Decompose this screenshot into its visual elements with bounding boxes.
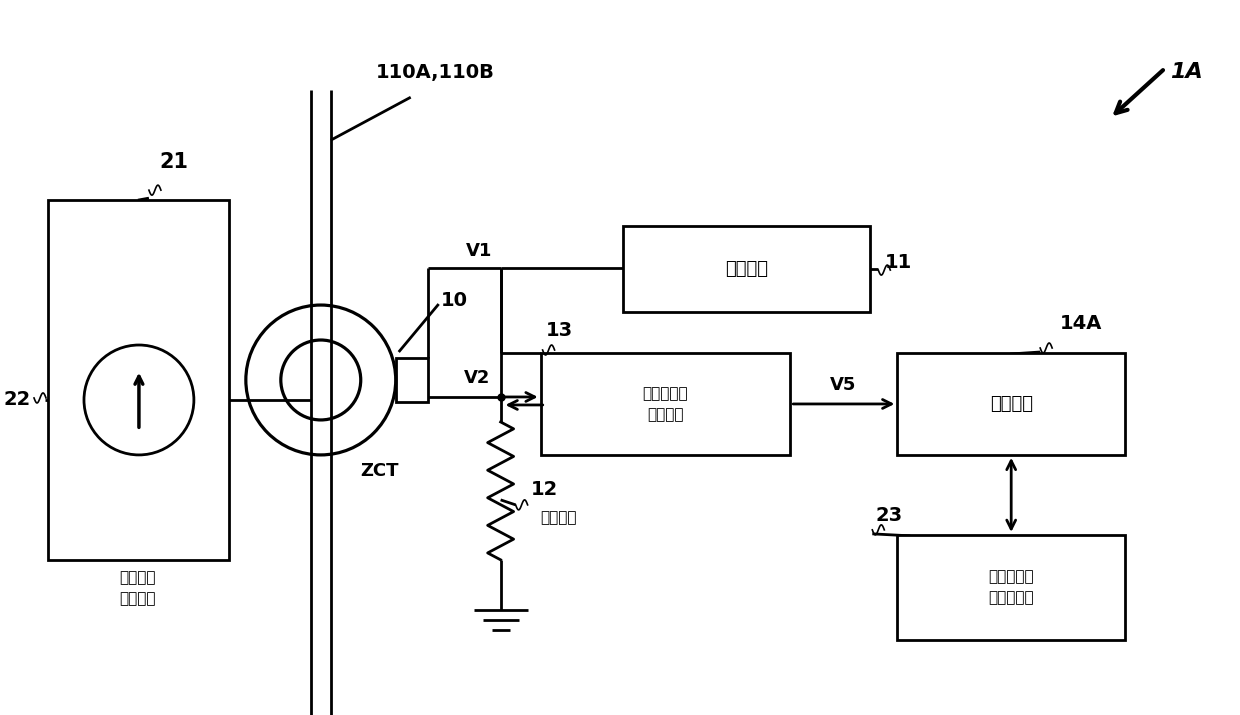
Bar bbox=[622, 226, 870, 312]
Text: 控制电路: 控制电路 bbox=[990, 395, 1033, 413]
Text: ZCT: ZCT bbox=[361, 462, 399, 480]
Text: 11: 11 bbox=[885, 252, 913, 272]
Text: 12: 12 bbox=[531, 480, 558, 499]
Text: 偏移电流
产生电路: 偏移电流 产生电路 bbox=[120, 570, 156, 606]
Text: 22: 22 bbox=[4, 390, 31, 410]
Text: V2: V2 bbox=[464, 369, 491, 387]
Bar bbox=[898, 353, 1125, 455]
Text: 14A: 14A bbox=[1060, 314, 1102, 333]
Text: 比较电压値
生成电路: 比较电压値 生成电路 bbox=[642, 386, 688, 422]
Text: 13: 13 bbox=[546, 321, 573, 340]
Text: 1A: 1A bbox=[1171, 62, 1203, 82]
Text: 21: 21 bbox=[159, 152, 188, 172]
Bar bbox=[396, 358, 428, 402]
Text: 接地判定用
阈値存储器: 接地判定用 阈値存储器 bbox=[988, 569, 1034, 605]
Text: 23: 23 bbox=[875, 506, 903, 525]
Text: V5: V5 bbox=[830, 376, 857, 394]
Text: V1: V1 bbox=[466, 242, 492, 260]
Text: 分压电阻: 分压电阻 bbox=[541, 510, 577, 525]
Bar bbox=[48, 200, 229, 560]
Text: 10: 10 bbox=[440, 290, 467, 310]
Bar bbox=[541, 353, 790, 455]
Text: 110A,110B: 110A,110B bbox=[376, 63, 495, 82]
Bar bbox=[898, 535, 1125, 640]
Text: 振荡电路: 振荡电路 bbox=[725, 260, 768, 278]
